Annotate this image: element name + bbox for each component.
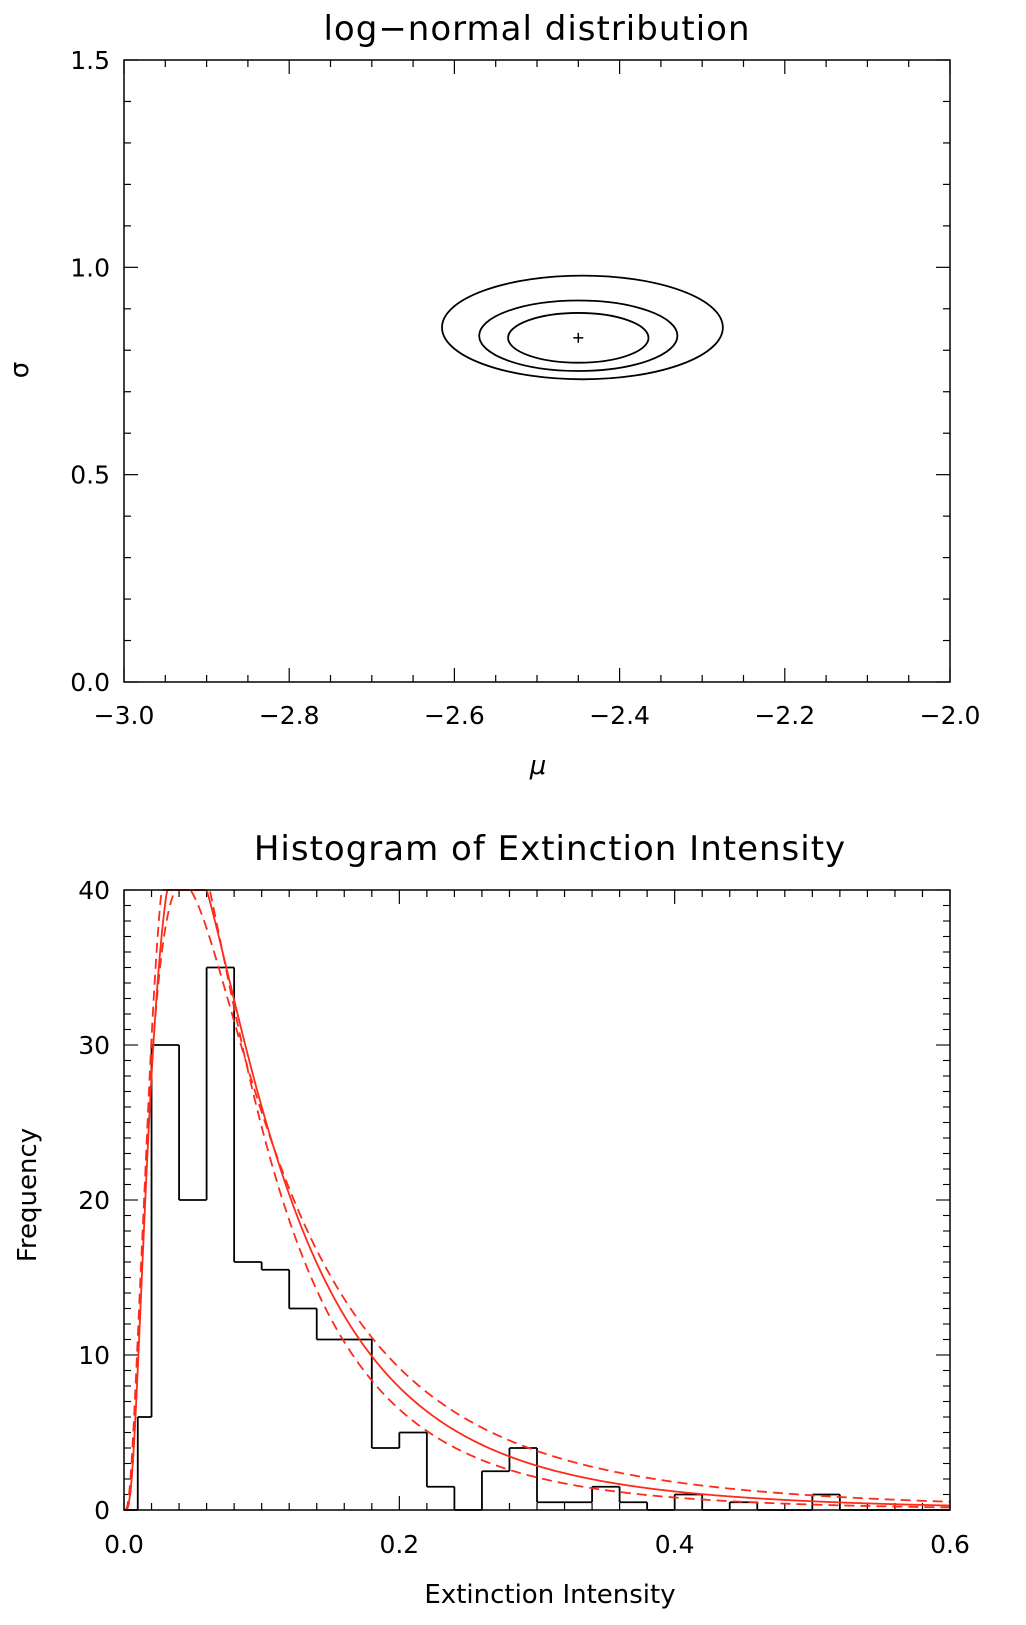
x-tick-label: −2.6: [424, 701, 485, 730]
histogram-marks: [124, 889, 951, 1511]
histogram-bin: [673, 1493, 703, 1510]
contour-line: [507, 312, 650, 364]
fit-curve: [124, 889, 951, 1511]
x-tick-label: 0.4: [655, 1530, 695, 1559]
histogram-bin: [591, 1485, 620, 1503]
y-tick-label: 1.5: [70, 46, 110, 75]
fit-confidence-curve: [124, 889, 951, 1511]
x-tick-label: −2.8: [259, 701, 320, 730]
x-tick-label: 0.2: [379, 1530, 419, 1559]
histogram-bin: [481, 1470, 510, 1510]
histogram-panel: Histogram of Extinction Intensity 0.0 0.2…: [13, 829, 970, 1610]
histogram-xlabel: Extinction Intensity: [424, 1580, 675, 1610]
histogram-bin: [205, 966, 235, 1200]
histogram-bin: [728, 1501, 758, 1510]
histogram-bin: [398, 1431, 427, 1448]
histogram-bin: [536, 1448, 593, 1504]
histogram-ticks: 0.0 0.2 0.4 0.6 0 10 20 30 40: [78, 876, 970, 1559]
histogram-ylabel: Frequency: [13, 1128, 43, 1262]
contour-ticks: −3.0 −2.8 −2.6 −2.4 −2.2 −2.0 0.0 0.5 1.0 1.5: [70, 46, 980, 730]
y-tick-label: 0.0: [70, 668, 110, 697]
fit-confidence-curve: [124, 889, 951, 1511]
contour-line: [478, 299, 679, 372]
histogram-bin: [425, 1432, 455, 1488]
x-tick-label: −2.0: [920, 701, 981, 730]
contour-marks: [441, 274, 724, 381]
contour-panel: log−normal distribution −3.0 −2.8 −2.6 −2.4…: [5, 9, 980, 781]
x-tick-label: 0.6: [930, 1530, 970, 1559]
x-tick-label: −2.2: [754, 701, 815, 730]
histogram-bin: [260, 1262, 290, 1271]
histogram-bin: [150, 1044, 180, 1417]
y-tick-label: 20: [78, 1186, 110, 1215]
x-tick-label: −3.0: [94, 701, 155, 730]
y-tick-label: 30: [78, 1031, 110, 1060]
histogram-bin: [136, 1416, 152, 1510]
best-fit-marker: [573, 332, 584, 343]
histogram-bin: [315, 1308, 372, 1341]
contour-ylabel: σ: [5, 362, 35, 378]
x-tick-label: −2.4: [589, 701, 650, 730]
x-tick-label: 0.0: [104, 1530, 144, 1559]
histogram-bin: [646, 1502, 675, 1511]
y-tick-label: 0: [94, 1496, 110, 1525]
contour-frame: [123, 59, 951, 683]
histogram-bin: [811, 1493, 840, 1510]
histogram-bin: [178, 1045, 207, 1201]
y-tick-label: 1.0: [70, 253, 110, 282]
y-tick-label: 10: [78, 1341, 110, 1370]
histogram-bin: [453, 1486, 482, 1511]
histogram-bin: [288, 1269, 317, 1310]
histogram-frame: [123, 889, 951, 1511]
contour-xlabel: μ: [529, 751, 547, 781]
histogram-title: Histogram of Extinction Intensity: [254, 829, 846, 869]
y-tick-label: 40: [78, 876, 110, 905]
contour-line: [441, 274, 724, 381]
histogram-bin: [618, 1486, 648, 1504]
histogram-bin: [370, 1339, 400, 1449]
histogram-bin: [233, 967, 262, 1263]
y-tick-label: 0.5: [70, 461, 110, 490]
contour-title: log−normal distribution: [323, 9, 750, 49]
histogram-bin: [508, 1447, 537, 1472]
